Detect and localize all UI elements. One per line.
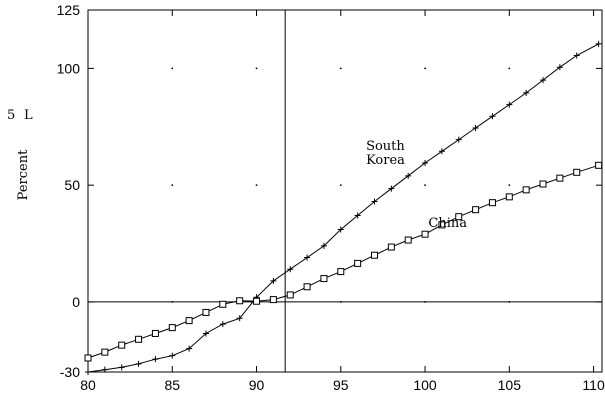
data-point-square [337,268,345,276]
grid-dot [339,67,342,70]
y-tick-label: 100 [57,60,81,76]
grid-dot [424,67,426,70]
data-point-square [455,213,463,221]
series-annotation: China [428,216,467,231]
data-point-square [472,206,480,214]
data-point-plus [422,159,429,166]
grid-dot [171,184,174,187]
data-point-square [202,308,210,316]
data-point-plus [320,242,327,249]
data-point-plus [202,330,209,337]
data-point-square [151,329,159,337]
data-point-plus [455,136,462,143]
data-point-plus [270,277,277,284]
grid-dot [508,184,511,187]
series-annotation: South [366,139,405,154]
data-point-square [522,186,530,194]
data-point-square [303,283,311,291]
data-point-square [556,174,564,182]
series-annotation: Korea [366,153,405,168]
data-point-plus [388,185,395,192]
data-point-square [286,291,294,299]
x-tick-label: 90 [249,377,265,393]
grid-dot [424,184,426,187]
data-point-square [269,296,277,304]
data-point-plus [371,198,378,205]
grid-dot [339,184,342,187]
data-point-square [236,297,244,305]
data-point-square [320,275,328,283]
data-point-square [185,317,193,325]
data-point-square [387,243,395,251]
data-point-plus [101,366,108,373]
data-point-plus [287,266,294,273]
data-point-square [438,221,446,229]
data-point-square [370,251,378,259]
series-line [87,43,599,373]
y-tick-label: -30 [60,364,80,380]
data-point-square [488,199,496,207]
x-tick-label: 110 [582,377,605,393]
x-tick-label: 95 [333,377,349,393]
left-margin-mark: 5 [7,108,15,123]
data-point-square [219,300,227,308]
data-point-plus [135,360,142,367]
data-point-plus [540,77,547,84]
data-point-plus [169,352,176,359]
data-point-square [505,193,513,201]
data-point-square [539,180,547,188]
grid-dot [255,184,258,187]
data-point-square [595,161,603,169]
data-point-plus [118,364,125,371]
data-point-plus [523,89,530,96]
data-point-plus [186,345,193,352]
data-point-square [421,230,429,238]
data-point-plus [219,321,226,328]
data-point-square [168,324,176,332]
data-point-plus [573,52,580,59]
data-point-plus [236,315,243,322]
data-point-plus [152,356,159,363]
y-tick-label: 0 [72,294,80,310]
grid-dot [255,67,258,70]
x-tick-label: 80 [80,377,96,393]
series-line [87,164,599,359]
axis-ticks: 80 85 90 95 100 105 110 -30 0 50 100 125 [57,2,605,393]
data-point-plus [304,254,311,261]
x-tick-label: 85 [164,377,180,393]
x-tick-label: 105 [498,377,522,393]
data-point-plus [489,113,496,120]
series-layer [84,40,603,375]
grid-dot [171,67,174,70]
y-axis-label: Percent [16,149,31,200]
left-margin-mark: L [24,108,33,123]
y-tick-label: 50 [64,177,80,193]
data-point-plus [438,148,445,155]
data-point-square [84,354,92,362]
data-point-plus [506,101,513,108]
y-tick-label: 125 [57,2,81,18]
data-point-square [101,348,109,356]
x-tick-label: 100 [413,377,437,393]
data-point-square [573,168,581,176]
data-point-plus [472,124,479,131]
plot-frame [87,9,603,373]
data-point-plus [337,226,344,233]
data-point-plus [85,369,91,375]
data-point-square [135,335,143,343]
data-point-plus [354,212,361,219]
data-point-plus [595,40,602,47]
data-point-plus [405,172,412,179]
grid-dot [508,67,511,70]
data-point-square [404,236,412,244]
data-point-square [253,297,261,305]
data-point-square [354,259,362,267]
grid-dots [171,67,511,303]
data-point-square [118,341,126,349]
data-point-plus [556,64,563,71]
